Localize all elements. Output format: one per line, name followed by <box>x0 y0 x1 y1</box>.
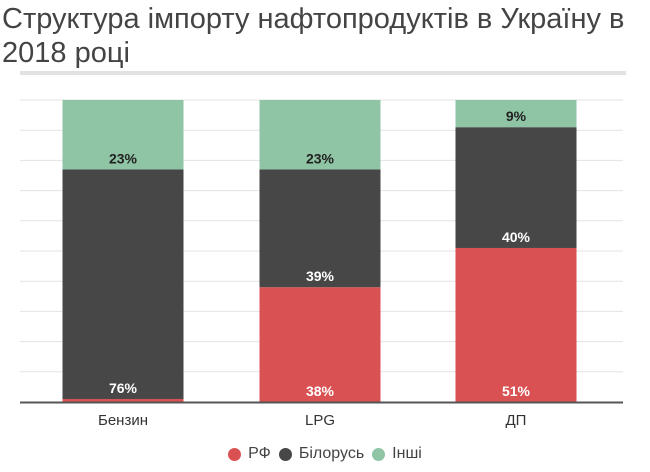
bar-segment <box>259 287 381 402</box>
bar-segment <box>62 100 184 170</box>
legend-item: РФ <box>228 445 271 463</box>
bar-segment <box>62 398 184 402</box>
legend-swatch-icon <box>278 447 292 461</box>
data-label: 23% <box>109 150 138 166</box>
bar-segment <box>455 127 577 248</box>
chart-title: Структура імпорту нафтопродуктів в Украї… <box>2 3 625 69</box>
legend-item: Білорусь <box>278 445 365 463</box>
data-label: 23% <box>306 150 335 166</box>
data-label: 40% <box>502 229 531 245</box>
data-label: 39% <box>306 268 335 284</box>
legend-item: Інші <box>372 445 422 463</box>
title-underline <box>20 71 626 75</box>
data-label: 38% <box>306 383 335 399</box>
legend-swatch-icon <box>372 447 386 461</box>
data-label: 51% <box>502 383 531 399</box>
x-tick-label: ДП <box>506 412 527 429</box>
bar-segment <box>455 247 577 402</box>
legend: РФ Білорусь Інші <box>0 445 650 466</box>
data-label: 76% <box>109 380 138 396</box>
data-label: 9% <box>506 108 527 124</box>
legend-label: Інші <box>392 445 422 462</box>
bar-segment <box>62 169 184 399</box>
bar-segment <box>259 100 381 170</box>
x-tick-label: LPG <box>305 412 335 429</box>
legend-label: Білорусь <box>298 445 365 462</box>
bar-segment <box>259 169 381 288</box>
bar-segment <box>455 100 577 128</box>
x-tick-label: Бензин <box>98 412 148 429</box>
legend-swatch-icon <box>228 447 242 461</box>
legend-label: РФ <box>248 445 271 462</box>
